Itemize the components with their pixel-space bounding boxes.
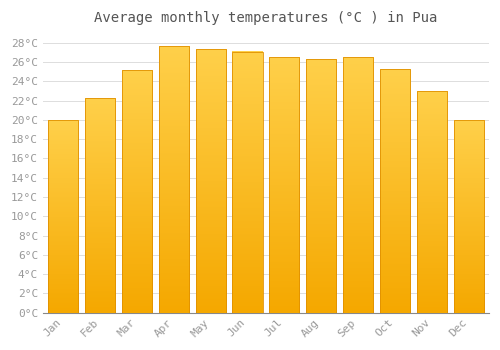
Bar [196, 49, 226, 313]
Bar [122, 70, 152, 313]
Title: Average monthly temperatures (°C ) in Pua: Average monthly temperatures (°C ) in Pu… [94, 11, 438, 25]
Bar [158, 46, 189, 313]
Bar [416, 91, 447, 313]
Bar [232, 51, 262, 313]
Bar [380, 69, 410, 313]
Bar [269, 57, 300, 313]
Bar [48, 120, 78, 313]
Bar [306, 59, 336, 313]
Bar [85, 98, 115, 313]
Bar [343, 57, 373, 313]
Bar [454, 120, 484, 313]
